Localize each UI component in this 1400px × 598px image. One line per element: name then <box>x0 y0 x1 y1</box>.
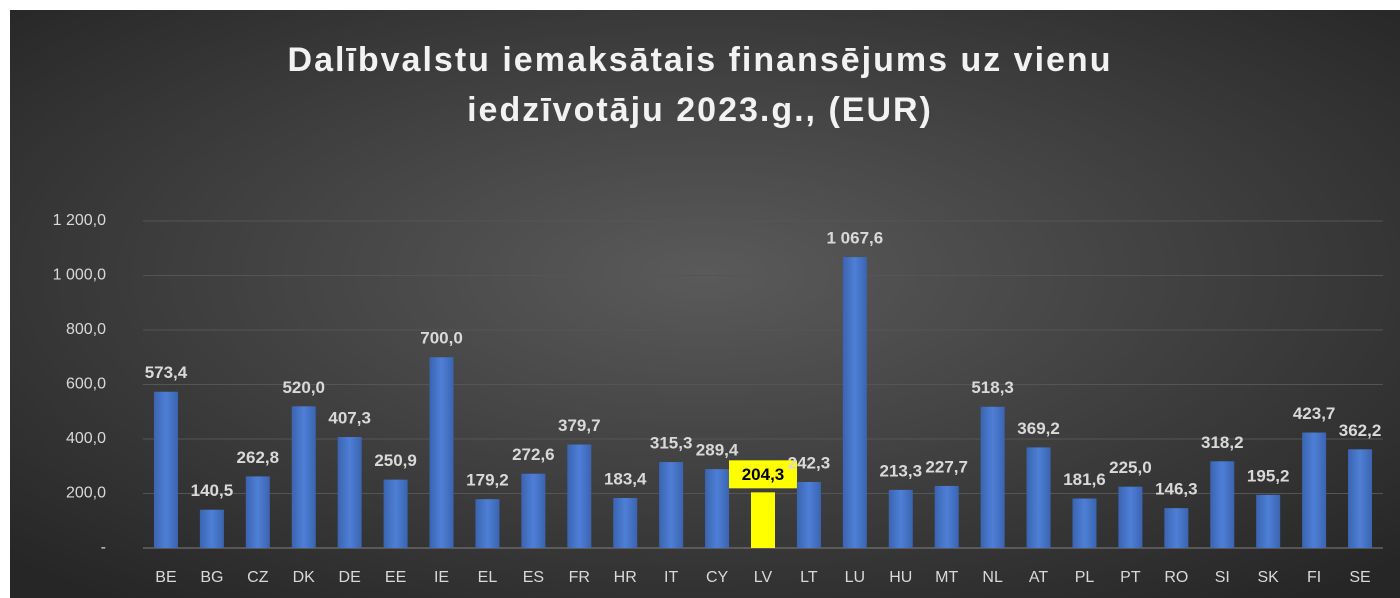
bar <box>796 481 821 548</box>
x-tick-label: EE <box>385 569 406 586</box>
bar <box>291 406 316 548</box>
bar <box>383 479 408 548</box>
x-tick-label: DE <box>339 569 361 586</box>
bar <box>1210 461 1235 548</box>
x-tick-label: DK <box>293 569 316 586</box>
x-tick-label: IE <box>434 569 449 586</box>
x-tick-label: PT <box>1120 569 1141 586</box>
bar <box>613 498 638 548</box>
data-label: 225,0 <box>1109 458 1152 477</box>
bar <box>842 257 867 548</box>
chart-background <box>10 10 1400 598</box>
x-tick-label: FR <box>569 569 590 586</box>
x-tick-label: AT <box>1029 569 1048 586</box>
data-label: 520,0 <box>282 378 325 397</box>
data-label: 700,0 <box>420 329 463 348</box>
chart-title: iedzīvotāju 2023.g., (EUR) <box>467 91 933 129</box>
bar <box>980 406 1005 548</box>
data-label-highlight <box>729 460 797 489</box>
data-label: 183,4 <box>604 470 647 489</box>
x-tick-label: BE <box>155 569 176 586</box>
bar <box>1072 498 1097 548</box>
x-tick-label: LV <box>754 569 773 586</box>
bar <box>934 485 959 548</box>
bar <box>751 492 775 548</box>
data-label: 272,6 <box>512 445 555 464</box>
data-label: 242,3 <box>788 453 831 472</box>
data-label: 362,2 <box>1339 421 1382 440</box>
data-label: 573,4 <box>145 363 188 382</box>
x-tick-label: FI <box>1307 569 1321 586</box>
data-label: 181,6 <box>1063 470 1106 489</box>
bar <box>153 391 178 548</box>
x-tick-label: IT <box>664 569 678 586</box>
data-label: 369,2 <box>1017 419 1060 438</box>
x-tick-label: LT <box>800 569 818 586</box>
data-label: 140,5 <box>191 481 234 500</box>
x-tick-label: CY <box>706 569 729 586</box>
data-label: 423,7 <box>1293 404 1336 423</box>
data-label: 407,3 <box>328 408 371 427</box>
bar <box>888 489 913 548</box>
data-label: 146,3 <box>1155 480 1198 499</box>
bar <box>1118 486 1143 548</box>
data-label: 315,3 <box>650 434 693 453</box>
data-label: 318,2 <box>1201 433 1244 452</box>
x-tick-label: HU <box>889 569 912 586</box>
bar <box>521 473 546 548</box>
bar <box>429 357 454 548</box>
data-label: 213,3 <box>880 461 923 480</box>
chart-title: Dalībvalstu iemaksātais finansējums uz v… <box>288 41 1113 79</box>
x-tick-label: NL <box>982 569 1003 586</box>
bar <box>1256 494 1281 548</box>
data-label: 289,4 <box>696 441 739 460</box>
bar <box>1348 449 1373 548</box>
data-label: 379,7 <box>558 416 601 435</box>
data-label: 250,9 <box>374 451 417 470</box>
data-label: 179,2 <box>466 471 509 490</box>
bar <box>567 444 592 548</box>
bar <box>705 469 730 548</box>
bar <box>337 437 362 548</box>
bar <box>1164 508 1189 548</box>
x-tick-label: EL <box>478 569 498 586</box>
x-tick-label: BG <box>200 569 223 586</box>
x-tick-label: MT <box>935 569 958 586</box>
bar <box>199 509 224 548</box>
data-label: 227,7 <box>925 457 968 476</box>
y-tick-label: - <box>101 539 106 556</box>
y-tick-label: 200,0 <box>66 485 106 502</box>
bar <box>1026 447 1051 548</box>
bar <box>245 476 270 548</box>
x-tick-label: HR <box>614 569 637 586</box>
data-label: 195,2 <box>1247 466 1290 485</box>
y-tick-label: 600,0 <box>66 376 106 393</box>
x-tick-label: SE <box>1349 569 1370 586</box>
data-label: 262,8 <box>237 448 280 467</box>
data-label: 518,3 <box>971 378 1014 397</box>
x-tick-label: RO <box>1164 569 1188 586</box>
y-tick-label: 1 000,0 <box>53 267 106 284</box>
y-tick-label: 800,0 <box>66 321 106 338</box>
x-tick-label: CZ <box>247 569 269 586</box>
bar <box>1302 432 1327 548</box>
x-tick-label: SI <box>1215 569 1230 586</box>
bar <box>475 499 500 548</box>
data-label: 1 067,6 <box>826 229 883 248</box>
x-tick-label: LU <box>845 569 865 586</box>
bar <box>659 462 684 548</box>
x-tick-label: ES <box>523 569 544 586</box>
y-tick-label: 1 200,0 <box>53 212 106 229</box>
x-tick-label: SK <box>1258 569 1280 586</box>
data-label: 204,3 <box>742 465 785 484</box>
y-tick-label: 400,0 <box>66 430 106 447</box>
x-tick-label: PL <box>1075 569 1095 586</box>
